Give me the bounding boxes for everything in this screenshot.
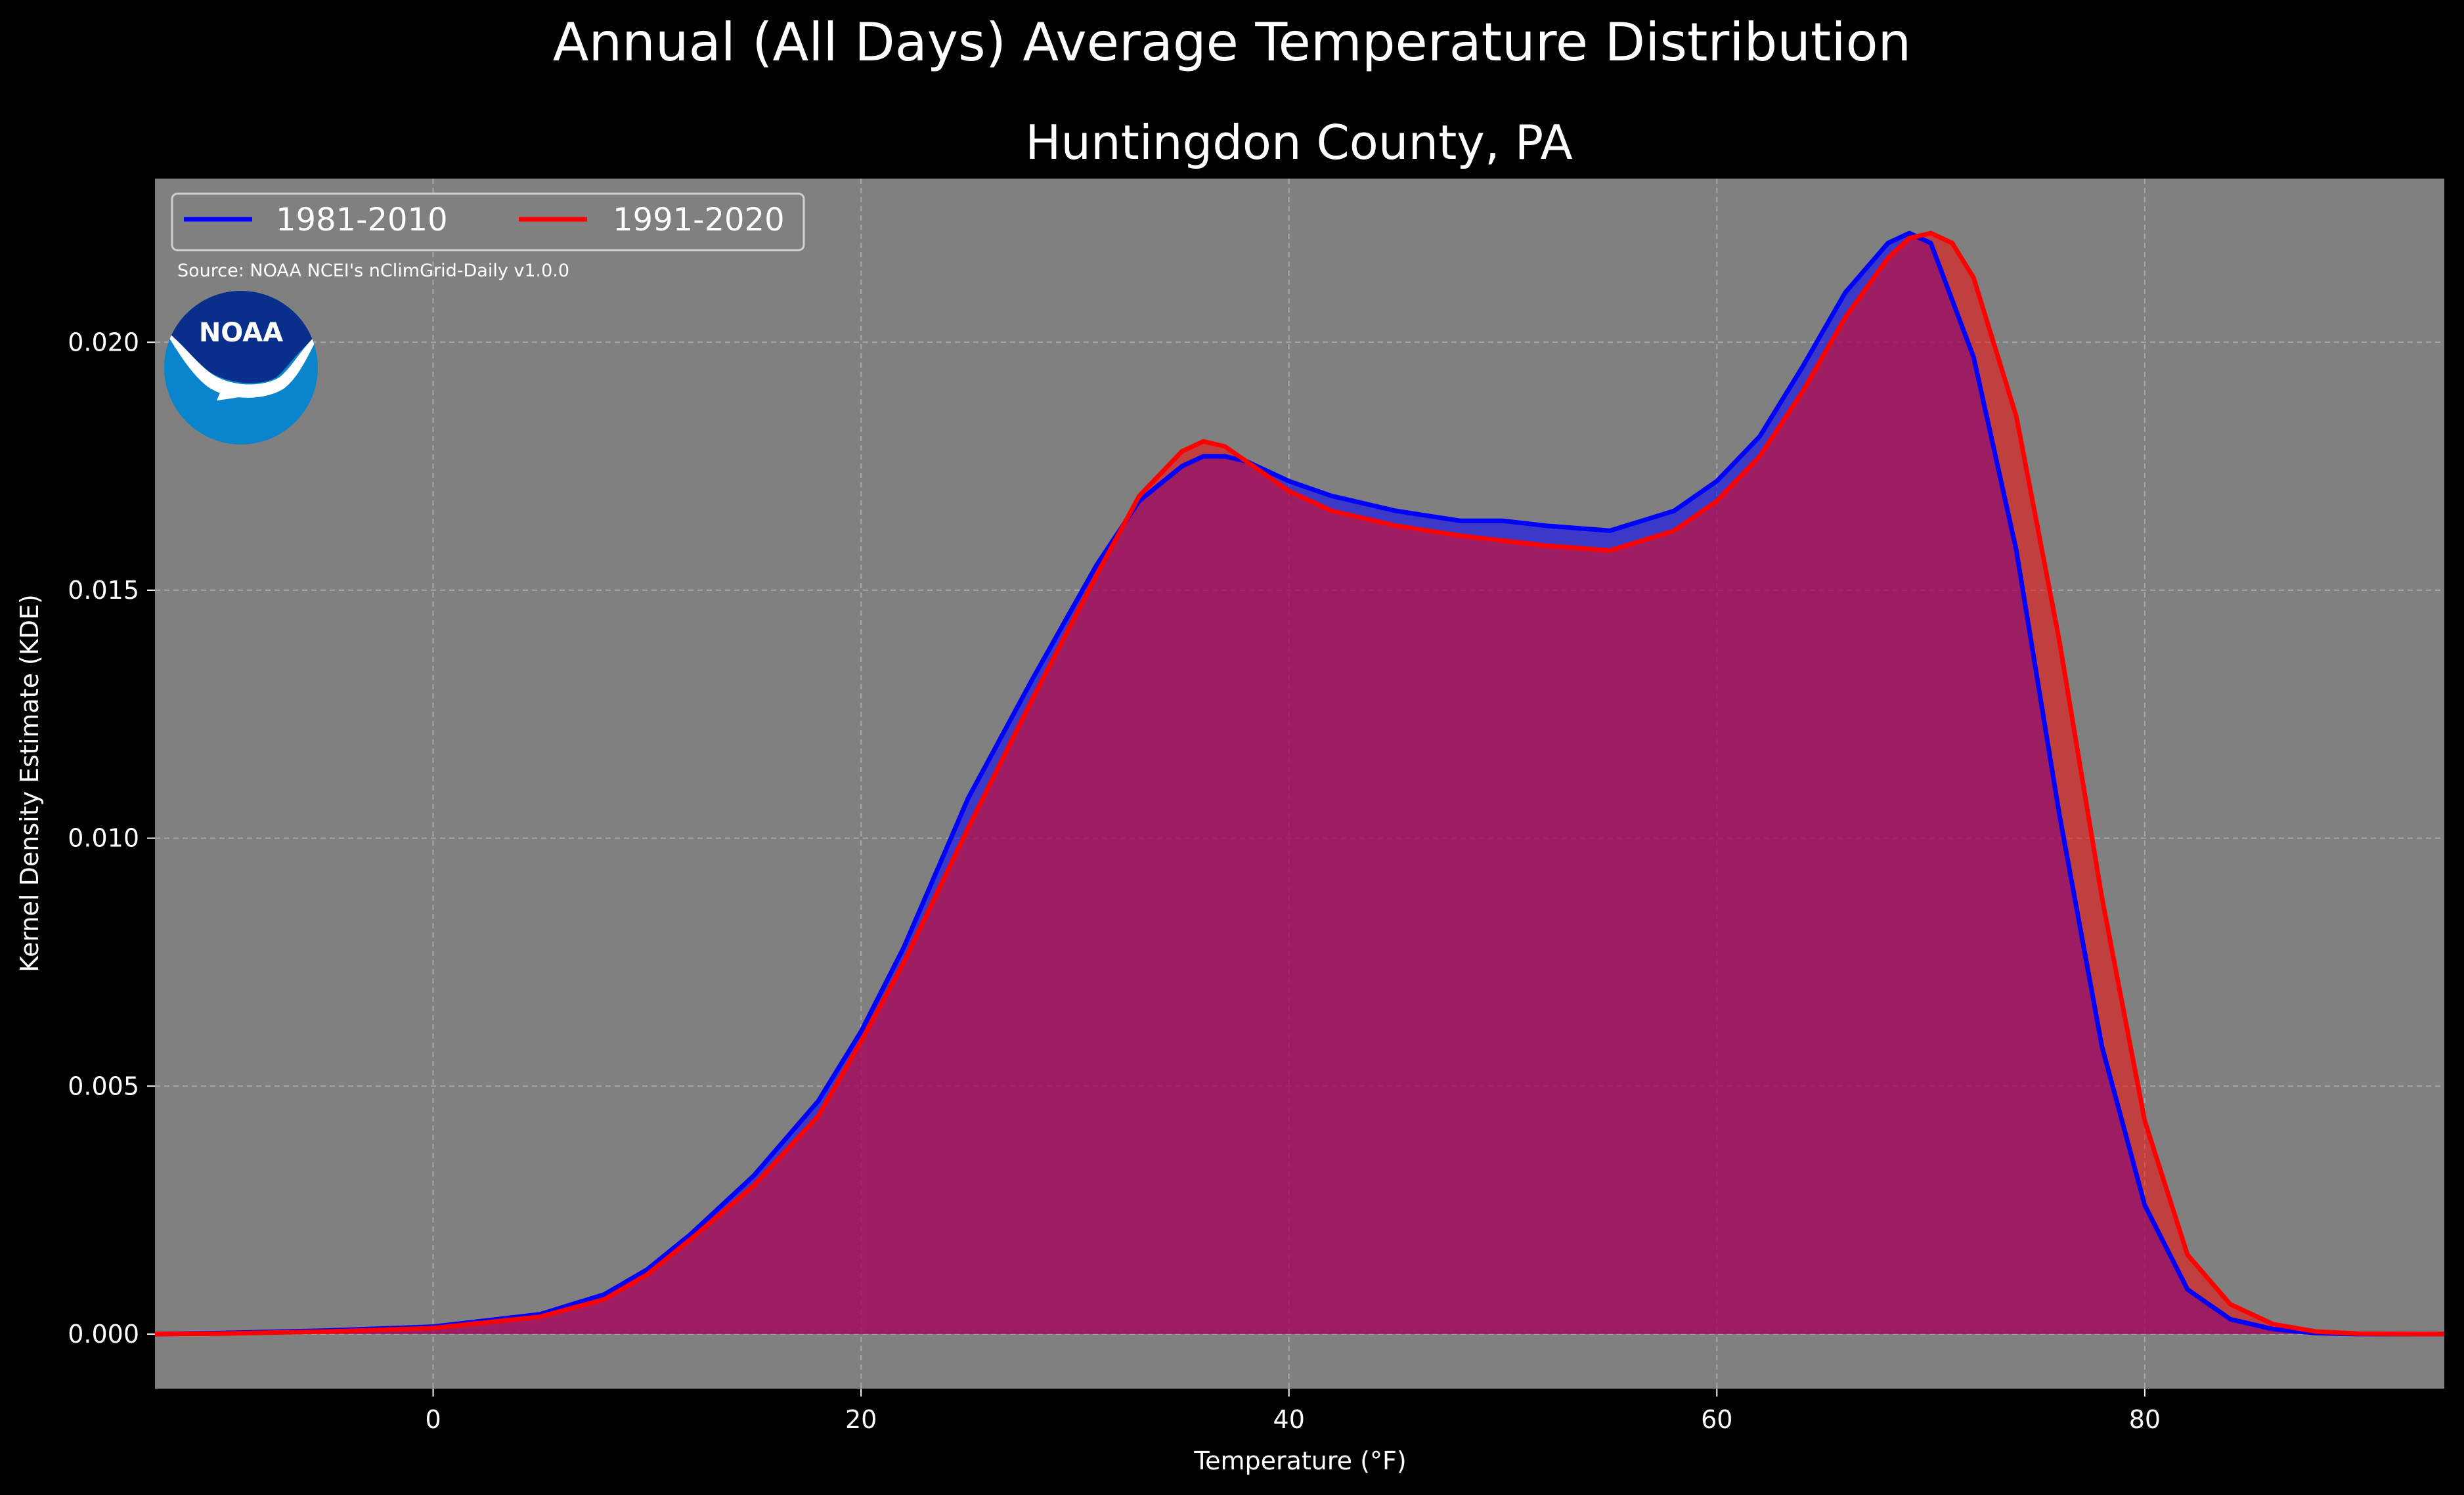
y-axis-label: Kernel Density Estimate (KDE) bbox=[15, 594, 44, 972]
x-tick-label: 60 bbox=[1701, 1405, 1732, 1434]
x-axis-ticks: 0 20 40 60 80 bbox=[425, 1389, 2161, 1434]
x-tick-label: 20 bbox=[845, 1405, 877, 1434]
figure-suptitle: Annual (All Days) Average Temperature Di… bbox=[553, 12, 1911, 73]
chart-title: Huntingdon County, PA bbox=[1025, 115, 1573, 170]
noaa-logo-text: NOAA bbox=[199, 318, 283, 348]
series-lines bbox=[154, 230, 2445, 1337]
x-tick-label: 80 bbox=[2129, 1405, 2161, 1434]
x-axis-label: Temperature (°F) bbox=[1193, 1446, 1406, 1475]
y-axis-ticks: 0.000 0.005 0.010 0.015 0.020 bbox=[68, 328, 155, 1349]
x-tick-label: 40 bbox=[1273, 1405, 1305, 1434]
legend-box bbox=[171, 192, 805, 251]
series-line-1981-2010 bbox=[154, 230, 2444, 1337]
y-tick-label: 0.000 bbox=[68, 1320, 139, 1349]
series-line-1991-2020 bbox=[154, 230, 2445, 1337]
series-fills bbox=[155, 233, 2444, 1334]
legend-label-1991-2020: 1991-2020 bbox=[613, 202, 785, 238]
y-tick-label: 0.010 bbox=[68, 824, 139, 853]
legend-label-1981-2010: 1981-2010 bbox=[276, 202, 448, 238]
area-fill-1991-2020 bbox=[155, 233, 2444, 1334]
x-tick-label: 0 bbox=[425, 1405, 441, 1434]
y-tick-label: 0.005 bbox=[68, 1072, 139, 1100]
y-tick-label: 0.020 bbox=[68, 328, 139, 357]
legend: 1981-2010 1991-2020 bbox=[171, 192, 805, 251]
source-note: Source: NOAA NCEI's nClimGrid-Daily v1.0… bbox=[177, 261, 569, 281]
y-tick-label: 0.015 bbox=[68, 576, 139, 605]
